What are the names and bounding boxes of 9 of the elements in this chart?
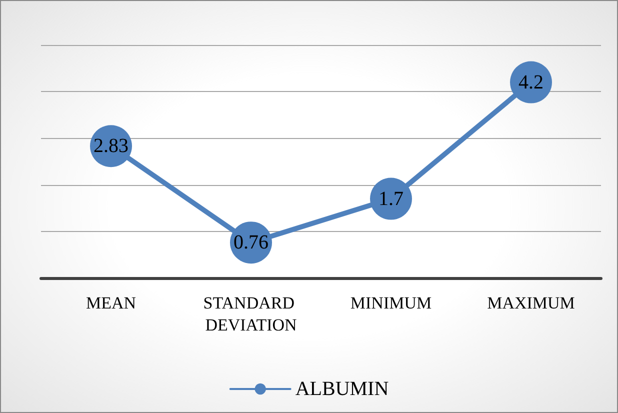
data-label: 2.83 bbox=[94, 135, 128, 158]
legend-label: ALBUMIN bbox=[295, 378, 389, 400]
x-tick-label: MINIMUM bbox=[350, 294, 432, 312]
data-label: 4.2 bbox=[518, 71, 544, 94]
x-tick-label: STANDARD DEVIATION bbox=[203, 294, 299, 334]
x-tick-label: MAXIMUM bbox=[487, 294, 575, 312]
data-label: 1.7 bbox=[378, 188, 404, 210]
data-label: 0.76 bbox=[234, 232, 268, 254]
x-tick-label: MEAN bbox=[86, 294, 136, 312]
